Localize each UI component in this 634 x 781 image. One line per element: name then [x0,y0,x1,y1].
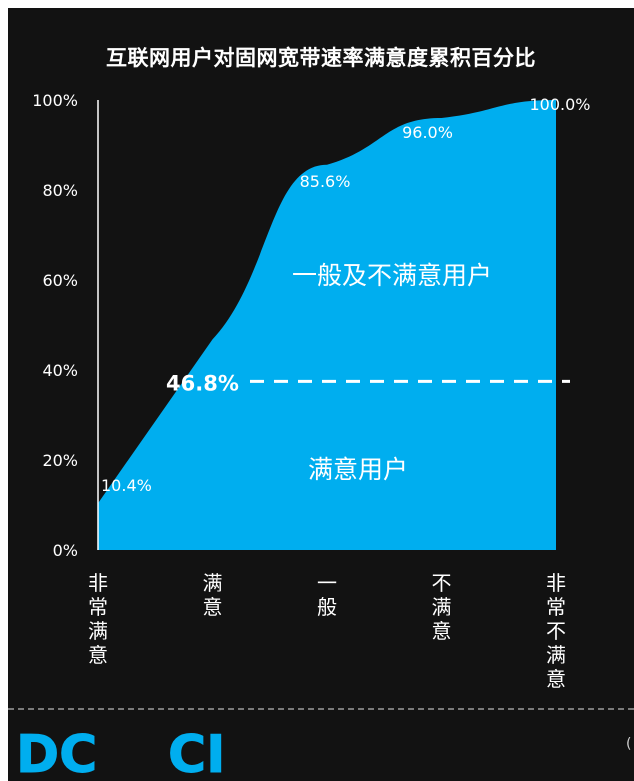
x-tick-label: 满 [88,619,108,643]
x-tick-label: 非 [546,571,566,595]
data-label: 96.0% [402,123,453,142]
x-tick-label: 非 [88,571,108,595]
x-tick-label: 常 [546,595,566,619]
corner-mark: ( [626,736,632,752]
x-tick-label: 不 [546,619,566,643]
chart-frame: 互联网用户对固网宽带速率满意度累积百分比 0% 20% 40% 60% 80% 100% 非… [8,8,634,781]
x-tick-label: 意 [546,667,566,691]
data-label: 85.6% [300,172,351,191]
dcci-logo: DC CI [16,726,226,778]
annotation-below: 满意用户 [308,455,408,484]
y-tick-label: 20% [42,451,78,470]
area-chart: 0%20%40%60%80%100%非常满意满意一般不满意非常不满意10.4%8… [32,91,590,691]
x-tick-label: 意 [432,619,452,643]
area-series [98,100,556,550]
data-label: 10.4% [101,476,152,495]
x-tick-label: 满 [432,595,452,619]
y-tick-label: 60% [42,271,78,290]
threshold-label: 46.8% [166,371,239,395]
x-tick-label: 意 [88,643,108,667]
x-tick-label: 不 [432,571,452,595]
dcci-logo-text: DC [16,726,97,778]
y-tick-label: 40% [42,361,78,380]
y-tick-label: 80% [42,181,78,200]
dcci-logo-text-accent: CI [168,726,226,778]
data-label: 100.0% [529,95,590,114]
x-tick-label: 满 [203,571,223,595]
x-tick-label: 常 [88,595,108,619]
x-tick-label: 一 [317,571,337,595]
footer-divider [8,708,634,710]
annotation-above: 一般及不满意用户 [292,261,492,290]
x-tick-label: 满 [546,643,566,667]
x-tick-label: 意 [203,595,223,619]
y-tick-label: 100% [32,91,78,110]
x-tick-label: 般 [317,595,337,619]
y-tick-label: 0% [53,541,78,560]
chart-title: 互联网用户对固网宽带速率满意度累积百分比 [106,46,536,70]
